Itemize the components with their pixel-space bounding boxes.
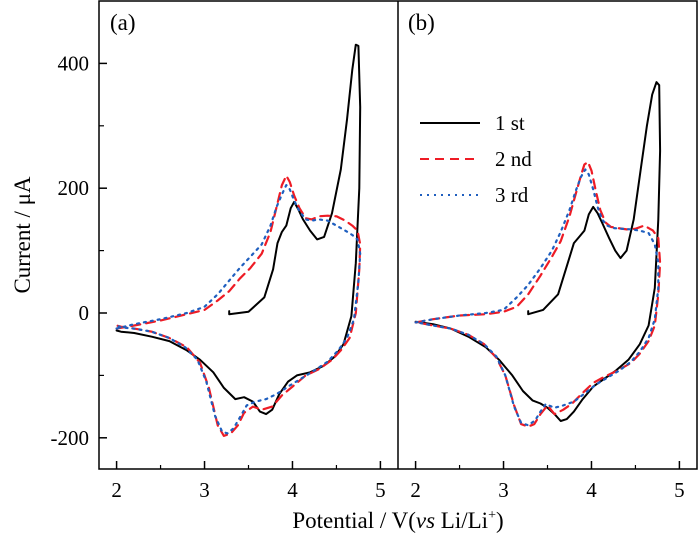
x-tick-label: 4 [586, 478, 597, 502]
x-tick-label: 3 [199, 478, 210, 502]
series-line-a-2 [115, 174, 362, 437]
y-axis-title: Current / μA [10, 176, 35, 293]
x-axis-title: Potential / V(vs Li/Li+) [292, 508, 503, 533]
series-line-a-3 [115, 184, 362, 435]
series-line-b-3 [414, 168, 660, 427]
series-line-a-1 [115, 43, 362, 416]
legend-label: 1 st [495, 111, 525, 135]
legend-label: 2 nd [495, 147, 532, 171]
series-line-b-1 [414, 81, 662, 422]
y-tick-label: -200 [51, 426, 90, 450]
panel-a [115, 43, 362, 437]
panel-b [414, 81, 662, 428]
panel-a-label: (a) [110, 10, 136, 35]
series-line-b-2 [414, 160, 662, 428]
y-tick-label: 400 [58, 51, 90, 75]
panel-b-label: (b) [408, 10, 435, 35]
x-tick-label: 3 [498, 478, 509, 502]
y-tick-label: 200 [58, 176, 90, 200]
x-tick-label: 4 [287, 478, 298, 502]
legend: 1 st 2 nd 3 rd [420, 111, 532, 207]
x-tick-label: 2 [111, 478, 122, 502]
x-tick-label: 5 [674, 478, 685, 502]
legend-label: 3 rd [495, 183, 529, 207]
x-tick-label: 2 [410, 478, 421, 502]
x-tick-label: 5 [375, 478, 386, 502]
plot-frame [98, 0, 698, 470]
y-tick-label: 0 [79, 301, 90, 325]
